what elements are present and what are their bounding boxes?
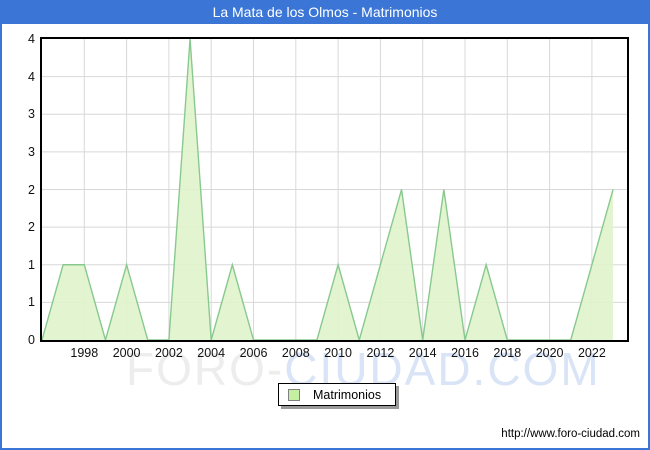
x-axis-tick-label: 2000 [112, 346, 141, 360]
x-axis-tick-label: 1998 [70, 346, 99, 360]
y-axis-tick-label: 4 [28, 69, 35, 84]
plot-area [40, 37, 629, 342]
legend: Matrimonios [278, 383, 397, 406]
y-axis-tick-label: 0 [28, 333, 35, 347]
x-axis-tick-label: 2010 [324, 346, 352, 360]
y-axis-tick-label: 1 [28, 257, 35, 272]
chart-title: La Mata de los Olmos - Matrimonios [2, 2, 648, 24]
x-axis-tick-label: 2004 [197, 346, 226, 360]
y-axis-tick-label: 1 [28, 295, 35, 310]
x-axis-tick-label: 2022 [577, 346, 606, 360]
x-axis-tick-label: 2020 [535, 346, 564, 360]
x-axis-tick-label: 2002 [154, 346, 183, 360]
y-axis-tick-label: 4 [28, 32, 35, 46]
y-axis-tick-label: 3 [28, 144, 35, 159]
y-axis-tick-label: 3 [28, 107, 35, 122]
area-series-matrimonios [42, 39, 614, 340]
legend-label: Matrimonios [313, 387, 382, 402]
x-axis-tick-label: 2006 [239, 346, 268, 360]
x-axis-tick-label: 2018 [493, 346, 522, 360]
footer-url: http://www.foro-ciudad.com [501, 428, 640, 440]
y-axis-tick-label: 2 [28, 220, 35, 235]
area-chart-canvas [42, 39, 627, 340]
line-series-matrimonios [42, 39, 614, 340]
x-axis-tick-label: 2008 [281, 346, 310, 360]
x-axis-tick-label: 2012 [366, 346, 395, 360]
watermark: FORO-CIUDAD.COM [126, 342, 601, 396]
watermark-part1: FORO- [126, 343, 285, 395]
x-axis-tick-label: 2014 [408, 346, 437, 360]
y-axis-tick-label: 2 [28, 182, 35, 197]
legend-swatch-matrimonios [288, 388, 300, 401]
x-axis-tick-label: 2016 [451, 346, 479, 360]
